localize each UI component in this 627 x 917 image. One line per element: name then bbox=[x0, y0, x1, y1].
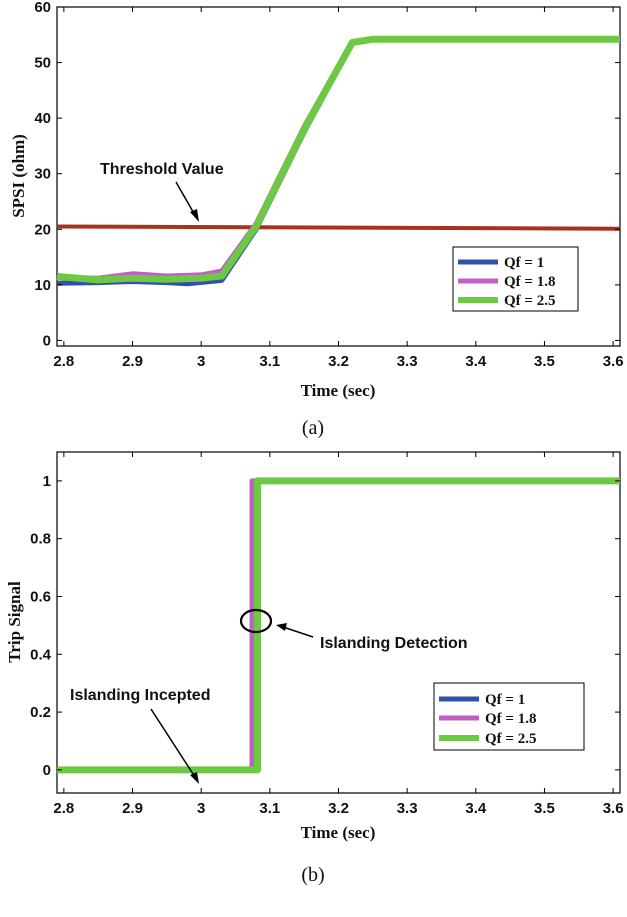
chart-b-x-tick-label: 3.1 bbox=[259, 800, 280, 817]
chart-a-y-tick-label: 30 bbox=[34, 166, 51, 183]
chart-b-y-tick-label: 0 bbox=[43, 762, 51, 779]
islanding-detection-arrow-line bbox=[282, 626, 314, 638]
chart-b-series-group bbox=[57, 477, 620, 774]
chart-b-series-line-3 bbox=[57, 477, 620, 774]
chart-a-y-axis-label: SPSI (ohm) bbox=[9, 134, 28, 218]
chart-a-x-tick-label: 2.8 bbox=[53, 353, 74, 370]
chart-b: 2.8 2.9 3 3.1 3.2 3.3 3.4 3.5 3.600.20.40.60.81 … bbox=[5, 451, 624, 886]
chart-a-x-axis-label: Time (sec) bbox=[301, 381, 376, 400]
chart-a-legend-label-qf1: Qf = 1 bbox=[504, 255, 544, 271]
chart-b-y-tick-label: 1 bbox=[43, 473, 51, 490]
chart-a-x-tick-label: 3.1 bbox=[259, 353, 280, 370]
chart-a-x-tick-label: 3.4 bbox=[465, 353, 487, 370]
chart-a-legend: Qf = 1 Qf = 1.8 Qf = 2.5 bbox=[452, 246, 579, 312]
chart-b-x-tick-label: 3 bbox=[197, 800, 205, 817]
chart-a-y-tick-label: 20 bbox=[34, 221, 51, 238]
chart-a-series-group bbox=[56, 35, 621, 287]
chart-b-x-tick-label: 3.3 bbox=[397, 800, 418, 817]
chart-b-x-tick-label: 3.6 bbox=[603, 800, 624, 817]
chart-a-y-tick-label: 40 bbox=[34, 110, 51, 127]
chart-a-x-tick-label: 3.2 bbox=[328, 353, 349, 370]
chart-a: 2.8 2.9 3 3.1 3.2 3.3 3.4 3.5 3.6 0 10 20 30 40 50 60 T… bbox=[9, 0, 624, 439]
chart-a-legend-label-qf18: Qf = 1.8 bbox=[504, 274, 555, 290]
chart-b-legend-label-qf25: Qf = 2.5 bbox=[485, 731, 536, 747]
chart-a-y-tick-label: 60 bbox=[34, 0, 51, 16]
chart-b-x-axis-label: Time (sec) bbox=[301, 823, 376, 842]
chart-b-x-tick-label: 2.8 bbox=[53, 800, 74, 817]
chart-b-x-tick-label: 2.9 bbox=[122, 800, 143, 817]
chart-a-caption: (a) bbox=[302, 417, 324, 439]
islanding-incepted-arrow-head bbox=[190, 772, 199, 784]
chart-a-x-tick-label: 3.6 bbox=[603, 353, 624, 370]
chart-b-caption: (b) bbox=[301, 864, 324, 886]
chart-b-y-tick-label: 0.2 bbox=[30, 704, 51, 721]
chart-b-legend-label-qf18: Qf = 1.8 bbox=[485, 711, 536, 727]
chart-a-threshold-line bbox=[56, 224, 621, 231]
chart-b-x-tick-label: 3.4 bbox=[465, 800, 487, 817]
islanding-detection-arrow-head bbox=[276, 623, 287, 631]
chart-a-y-tick-label: 50 bbox=[34, 55, 51, 72]
islanding-detection-label: Islanding Detection bbox=[320, 635, 468, 652]
chart-b-ticks: 2.8 2.9 3 3.1 3.2 3.3 3.4 3.5 3.6 0 0.2 0.4 0.6 0.8 1 bbox=[30, 452, 624, 817]
threshold-label: Threshold Value bbox=[100, 161, 224, 178]
chart-a-x-tick-label: 3.5 bbox=[534, 353, 555, 370]
chart-a-series-line-2 bbox=[56, 36, 620, 281]
chart-b-x-tick-label: 3.5 bbox=[534, 800, 555, 817]
threshold-arrow-head bbox=[190, 209, 199, 222]
chart-a-y-tick-label: 0 bbox=[43, 332, 51, 349]
chart-b-y-tick-label: 0.6 bbox=[30, 588, 51, 605]
chart-b-legend-label-qf1: Qf = 1 bbox=[485, 692, 525, 708]
chart-b-y-tick-label: 0.8 bbox=[30, 531, 51, 548]
islanding-incepted-arrow-line bbox=[150, 708, 196, 778]
chart-b-x-tick-label: 3.2 bbox=[328, 800, 349, 817]
chart-a-x-tick-label: 3.3 bbox=[397, 353, 418, 370]
chart-a-y-tick-label: 10 bbox=[34, 277, 51, 294]
islanding-detection-marker bbox=[239, 608, 273, 634]
chart-b-y-tick-label: 0.4 bbox=[30, 646, 52, 663]
chart-b-y-axis-label: Trip Signal bbox=[5, 581, 24, 663]
islanding-incepted-label: Islanding Incepted bbox=[70, 687, 210, 704]
chart-a-ticks: 2.8 2.9 3 3.1 3.2 3.3 3.4 3.5 3.6 0 10 20 30 40 50 60 bbox=[34, 0, 623, 370]
chart-a-series-line-3 bbox=[56, 35, 620, 284]
chart-b-legend: Qf = 1 Qf = 1.8 Qf = 2.5 bbox=[433, 682, 585, 751]
chart-a-legend-label-qf25: Qf = 2.5 bbox=[504, 293, 555, 309]
chart-a-x-tick-label: 2.9 bbox=[122, 353, 143, 370]
chart-a-x-tick-label: 3 bbox=[197, 353, 205, 370]
